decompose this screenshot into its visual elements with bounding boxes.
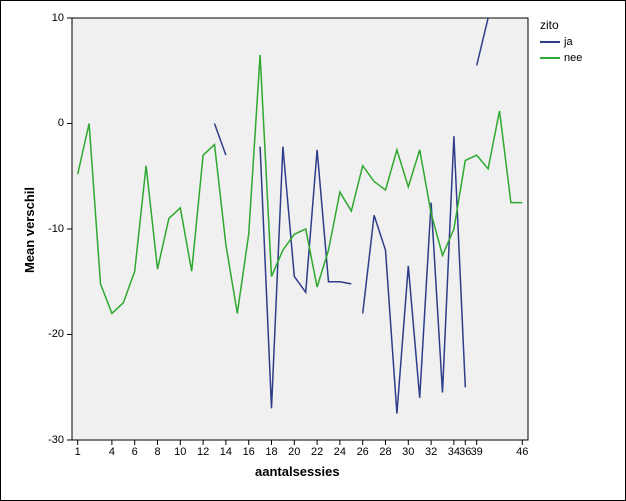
x-axis-label: aantalsessies [255,464,340,479]
legend-label: ja [564,36,573,48]
x-tick-label: 1 [75,446,81,458]
x-tick-label: 34 [448,446,460,458]
chart-plot-area [72,18,528,440]
y-tick-label: -20 [48,328,64,340]
legend-item-nee: nee [540,52,582,64]
x-tick-label: 10 [174,446,186,458]
x-tick-label: 39 [471,446,483,458]
x-tick-label: 22 [311,446,323,458]
legend-swatch [540,41,560,43]
legend-swatch [540,57,560,59]
x-tick-label: 18 [265,446,277,458]
y-tick-label: -10 [48,223,64,235]
x-tick-label: 26 [357,446,369,458]
x-tick-label: 8 [154,446,160,458]
x-tick-label: 28 [379,446,391,458]
x-tick-label: 24 [334,446,346,458]
y-tick-label: 10 [52,12,64,24]
x-tick-label: 14 [220,446,232,458]
x-tick-label: 12 [197,446,209,458]
legend-label: nee [564,52,582,64]
legend-item-ja: ja [540,36,573,48]
x-tick-label: 32 [425,446,437,458]
y-axis-label: Mean verschil [22,187,37,273]
x-tick-label: 4 [109,446,115,458]
x-tick-label: 30 [402,446,414,458]
y-tick-label: 0 [58,117,64,129]
x-tick-label: 16 [243,446,255,458]
x-tick-label: 46 [516,446,528,458]
y-tick-label: -30 [48,434,64,446]
legend-title: zito [540,18,559,32]
chart-svg [72,18,528,440]
x-tick-label: 6 [132,446,138,458]
x-tick-label: 20 [288,446,300,458]
